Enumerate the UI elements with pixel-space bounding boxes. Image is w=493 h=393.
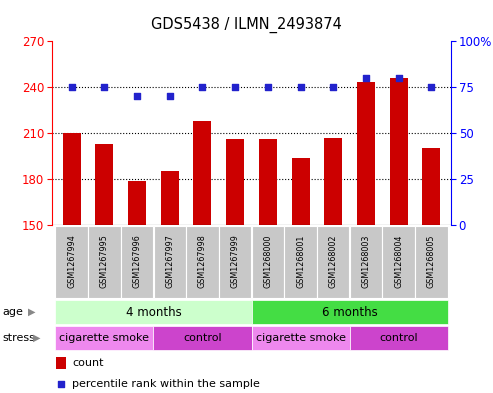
- Text: GSM1267998: GSM1267998: [198, 234, 207, 288]
- Text: GDS5438 / ILMN_2493874: GDS5438 / ILMN_2493874: [151, 17, 342, 33]
- Bar: [389, 78, 408, 225]
- Bar: [193, 121, 211, 225]
- Bar: [226, 139, 244, 225]
- Text: GSM1267999: GSM1267999: [231, 234, 240, 288]
- Bar: [63, 133, 81, 225]
- Bar: [291, 158, 310, 225]
- Bar: [415, 226, 448, 298]
- Bar: [95, 144, 113, 225]
- Point: [199, 84, 207, 90]
- Bar: [251, 226, 284, 298]
- Bar: [324, 138, 342, 225]
- Bar: [55, 300, 251, 324]
- Bar: [350, 226, 382, 298]
- Text: GSM1267997: GSM1267997: [165, 234, 174, 288]
- Bar: [121, 226, 153, 298]
- Bar: [423, 148, 440, 225]
- Text: GSM1267995: GSM1267995: [100, 234, 109, 288]
- Text: control: control: [379, 333, 418, 343]
- Text: ▶: ▶: [28, 307, 35, 317]
- Point: [264, 84, 272, 90]
- Bar: [55, 226, 88, 298]
- Bar: [357, 83, 375, 225]
- Text: 4 months: 4 months: [126, 305, 181, 318]
- Text: GSM1268004: GSM1268004: [394, 235, 403, 288]
- Text: GSM1267996: GSM1267996: [133, 234, 141, 288]
- Text: count: count: [72, 358, 104, 368]
- Text: percentile rank within the sample: percentile rank within the sample: [72, 379, 260, 389]
- Bar: [153, 326, 251, 350]
- Point: [427, 84, 435, 90]
- Bar: [219, 226, 251, 298]
- Point: [297, 84, 305, 90]
- Bar: [317, 226, 350, 298]
- Bar: [350, 326, 448, 350]
- Text: control: control: [183, 333, 222, 343]
- Text: stress: stress: [2, 333, 35, 343]
- Text: age: age: [2, 307, 23, 317]
- Text: GSM1268001: GSM1268001: [296, 235, 305, 288]
- Point: [166, 93, 174, 99]
- Bar: [56, 357, 66, 369]
- Point: [395, 75, 403, 81]
- Text: ▶: ▶: [33, 333, 40, 343]
- Bar: [259, 139, 277, 225]
- Text: GSM1268000: GSM1268000: [263, 235, 272, 288]
- Bar: [383, 226, 415, 298]
- Text: cigarette smoke: cigarette smoke: [59, 333, 149, 343]
- Text: cigarette smoke: cigarette smoke: [255, 333, 346, 343]
- Point: [68, 84, 75, 90]
- Text: GSM1267994: GSM1267994: [67, 234, 76, 288]
- Text: GSM1268002: GSM1268002: [329, 235, 338, 288]
- Bar: [251, 326, 350, 350]
- Bar: [284, 226, 317, 298]
- Bar: [161, 171, 179, 225]
- Bar: [251, 300, 448, 324]
- Point: [231, 84, 239, 90]
- Text: GSM1268005: GSM1268005: [427, 235, 436, 288]
- Point: [362, 75, 370, 81]
- Text: 6 months: 6 months: [322, 305, 378, 318]
- Bar: [153, 226, 186, 298]
- Point: [329, 84, 337, 90]
- Bar: [88, 226, 120, 298]
- Bar: [55, 326, 153, 350]
- Bar: [186, 226, 218, 298]
- Point: [101, 84, 108, 90]
- Point: [57, 380, 65, 387]
- Point: [133, 93, 141, 99]
- Text: GSM1268003: GSM1268003: [361, 235, 370, 288]
- Bar: [128, 180, 146, 225]
